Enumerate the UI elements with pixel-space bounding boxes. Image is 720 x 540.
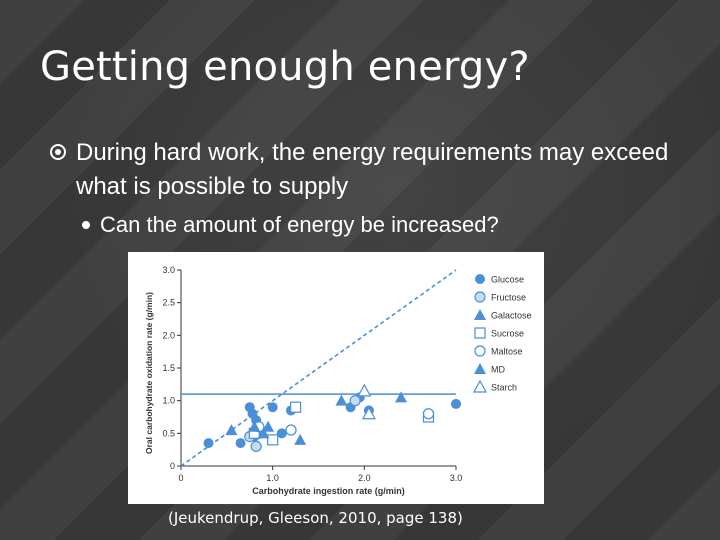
y-tick-label: 1.0 (162, 396, 175, 406)
legend-label: Glucose (491, 275, 524, 285)
legend-label: Galactose (491, 311, 532, 321)
legend-marker (472, 379, 488, 393)
data-point (250, 440, 262, 452)
data-point (395, 391, 407, 403)
data-point (248, 420, 261, 432)
legend-label: Maltose (491, 347, 523, 357)
data-point (294, 433, 307, 445)
data-point (257, 427, 270, 439)
chart-svg: 0 0.5 1.0 1.5 2.0 2.5 3.0 0 1.0 2.0 3.0 Carbohydrat… (144, 265, 532, 496)
series-starch (357, 383, 376, 420)
legend-marker (474, 327, 486, 339)
y-axis-label: Oral carbohydrate oxidation rate (g/min) (144, 292, 154, 454)
identity-dashed-line (180, 269, 457, 467)
legend: Glucose Fructose Galactose Sucrose Maltose MD… (472, 274, 532, 393)
bullet-2-text: Can the amount of energy be increased? (100, 212, 499, 237)
series-galactose (225, 391, 407, 445)
x-tick-label: 0 (178, 473, 183, 483)
bullet-level-2: Can the amount of energy be increased? (82, 210, 682, 240)
legend-marker (474, 309, 486, 320)
x-tick-label: 3.0 (450, 473, 463, 483)
data-point (276, 428, 287, 439)
data-point (267, 402, 278, 413)
y-tick-label: 3.0 (162, 265, 175, 275)
legend-marker (475, 274, 485, 284)
bullet-1-text: During hard work, the energy requirement… (76, 139, 669, 200)
y-tick-label: 0 (170, 461, 175, 471)
data-point (225, 424, 238, 436)
data-point (289, 401, 302, 413)
circle-bullet-icon (50, 144, 66, 160)
data-point (285, 424, 297, 436)
y-tick-label: 2.5 (162, 298, 175, 308)
legend-marker (474, 345, 486, 357)
data-point (262, 420, 275, 432)
data-point (357, 383, 372, 397)
legend-label: MD (491, 365, 505, 375)
data-point (361, 406, 376, 420)
scatter-chart: 0 0.5 1.0 1.5 2.0 2.5 3.0 0 1.0 2.0 3.0 Carbohydrat… (128, 252, 544, 504)
dot-bullet-icon (82, 221, 90, 229)
legend-marker (474, 363, 486, 374)
legend-label: Starch (491, 383, 517, 393)
data-point (349, 395, 361, 407)
citation: (Jeukendrup, Gleeson, 2010, page 138) (168, 509, 463, 527)
y-tick-label: 2.0 (162, 330, 175, 340)
data-point (235, 438, 246, 449)
x-axis-label: Carbohydrate ingestion rate (g/min) (252, 486, 405, 496)
data-point (422, 408, 435, 420)
series-glucose (203, 392, 461, 449)
x-tick-label: 1.0 (266, 473, 279, 483)
data-point (267, 434, 279, 446)
slide-title: Getting enough energy? (40, 44, 530, 90)
legend-marker (474, 291, 486, 303)
y-tick-label: 0.5 (162, 428, 175, 438)
data-point (335, 394, 348, 406)
legend-label: Fructose (491, 293, 526, 303)
x-tick-label: 2.0 (358, 473, 371, 483)
data-point (451, 398, 461, 409)
y-tick-label: 1.5 (162, 363, 175, 373)
data-point (203, 438, 214, 449)
bullet-level-1: During hard work, the energy requirement… (50, 136, 670, 204)
series-md (248, 420, 270, 439)
legend-label: Sucrose (491, 329, 524, 339)
